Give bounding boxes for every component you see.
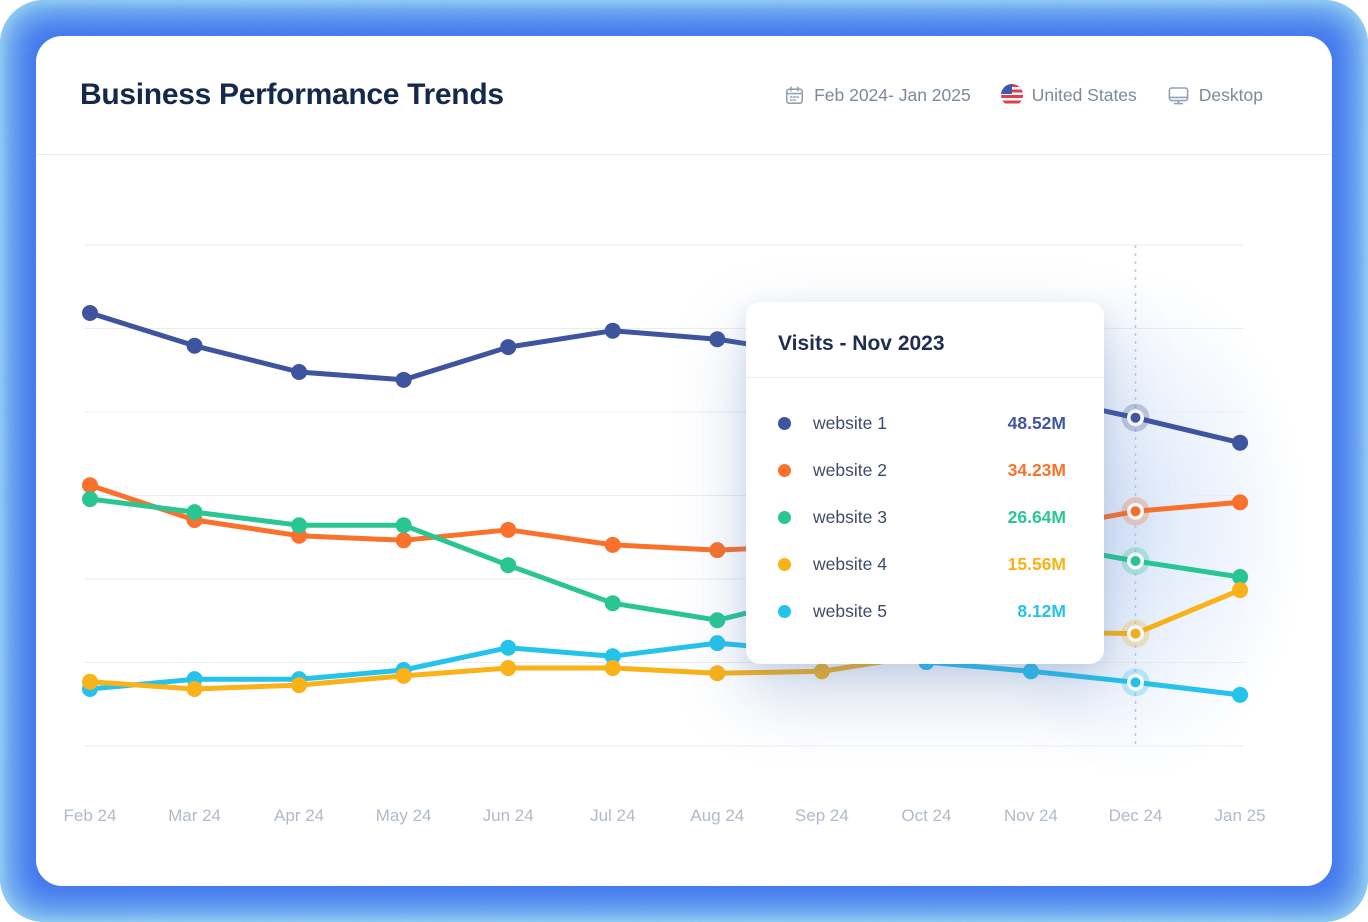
data-point[interactable]: [500, 339, 517, 356]
country-control[interactable]: United States: [1000, 84, 1137, 106]
x-axis-label: Aug 24: [690, 806, 745, 825]
data-point[interactable]: [186, 680, 203, 697]
series-dot-icon: [778, 605, 791, 618]
data-point[interactable]: [709, 635, 726, 652]
data-point[interactable]: [500, 660, 517, 677]
data-point[interactable]: [604, 536, 621, 553]
data-point[interactable]: [709, 331, 726, 348]
data-point[interactable]: [604, 660, 621, 677]
trend-chart[interactable]: Feb 24 Mar 24 Apr 24 May 24 Jun 24 Jul 24 Aug …: [36, 36, 1332, 886]
data-point[interactable]: [82, 680, 98, 697]
data-point[interactable]: [709, 542, 726, 559]
tooltip-series-label: website 2: [813, 460, 887, 480]
header-meta: Feb 2024- Jan 2025 United States: [784, 84, 1263, 106]
chart-tooltip: Visits - Nov 2023 website 1 48.52M website…: [746, 302, 1104, 664]
tooltip-row: website 1 48.52M: [778, 400, 1066, 447]
data-point[interactable]: [82, 477, 98, 494]
tooltip-series-label: website 3: [813, 507, 887, 527]
date-range-control[interactable]: Feb 2024- Jan 2025: [784, 85, 971, 106]
tooltip-row: website 4 15.56M: [778, 541, 1066, 588]
data-point[interactable]: [82, 491, 98, 508]
data-point[interactable]: [291, 671, 308, 688]
data-point[interactable]: [395, 371, 412, 388]
x-axis-label: Oct 24: [901, 806, 952, 825]
x-axis-label: Jul 24: [590, 806, 636, 825]
page-title: Business Performance Trends: [80, 78, 504, 111]
series-dot-icon: [778, 511, 791, 524]
data-point[interactable]: [291, 517, 308, 534]
tooltip-series-label: website 5: [813, 601, 887, 621]
data-point[interactable]: [186, 504, 203, 521]
tooltip-series-value: 15.56M: [1007, 554, 1066, 574]
data-point[interactable]: [186, 671, 203, 688]
date-range-label: Feb 2024- Jan 2025: [814, 84, 971, 105]
data-point[interactable]: [82, 673, 98, 690]
device-label: Desktop: [1198, 84, 1263, 105]
card-header: Business Performance Trends Feb 2024: [36, 36, 1332, 155]
us-flag-icon: [1000, 84, 1023, 106]
data-point[interactable]: [604, 322, 621, 339]
desktop-monitor-icon: [1167, 85, 1190, 106]
data-point[interactable]: [604, 595, 621, 612]
data-point[interactable]: [500, 557, 517, 574]
x-axis-label: Feb 24: [63, 806, 117, 825]
device-control[interactable]: Desktop: [1167, 85, 1263, 106]
tooltip-series-value: 26.64M: [1007, 507, 1066, 527]
dashboard-card: Business Performance Trends Feb 2024: [36, 36, 1332, 886]
data-point[interactable]: [395, 667, 412, 684]
calendar-icon: [784, 85, 805, 106]
data-point[interactable]: [291, 527, 308, 544]
series-dot-icon: [778, 417, 791, 430]
tooltip-title: Visits - Nov 2023: [778, 332, 945, 355]
x-axis-label: Mar 24: [168, 806, 222, 825]
data-point[interactable]: [709, 612, 726, 629]
country-label: United States: [1031, 84, 1137, 105]
tooltip-rows: website 1 48.52M website 2 34.23M website 3 2…: [746, 378, 1104, 635]
series-dot-icon: [778, 558, 791, 571]
data-point[interactable]: [395, 532, 412, 549]
tooltip-series-value: 8.12M: [1017, 601, 1066, 621]
tooltip-series-value: 34.23M: [1007, 460, 1066, 480]
x-axis-label: Nov 24: [1004, 806, 1058, 825]
series-dot-icon: [778, 464, 791, 477]
data-point[interactable]: [291, 363, 308, 380]
tooltip-row: website 3 26.64M: [778, 494, 1066, 541]
data-point[interactable]: [186, 512, 203, 529]
data-point[interactable]: [186, 337, 203, 354]
data-point[interactable]: [813, 663, 830, 680]
data-point[interactable]: [395, 662, 412, 678]
x-axis-label: Dec 24: [1108, 806, 1163, 825]
x-axis-label: May 24: [375, 806, 432, 825]
data-point[interactable]: [82, 305, 98, 322]
tooltip-row: website 5 8.12M: [778, 588, 1066, 635]
x-axis-label: Apr 24: [274, 806, 325, 825]
data-point[interactable]: [709, 665, 726, 682]
data-point[interactable]: [291, 677, 308, 694]
tooltip-series-label: website 4: [813, 554, 887, 574]
data-point[interactable]: [395, 517, 412, 534]
tooltip-series-value: 48.52M: [1007, 413, 1066, 433]
tooltip-series-label: website 1: [813, 413, 887, 433]
data-point[interactable]: [500, 639, 517, 656]
data-point[interactable]: [604, 648, 621, 665]
x-axis-label: Jan 25: [1214, 806, 1266, 825]
tooltip-row: website 2 34.23M: [778, 447, 1066, 494]
x-axis-label: Sep 24: [794, 806, 849, 825]
x-axis-label: Jun 24: [482, 806, 534, 825]
data-point[interactable]: [500, 521, 517, 538]
